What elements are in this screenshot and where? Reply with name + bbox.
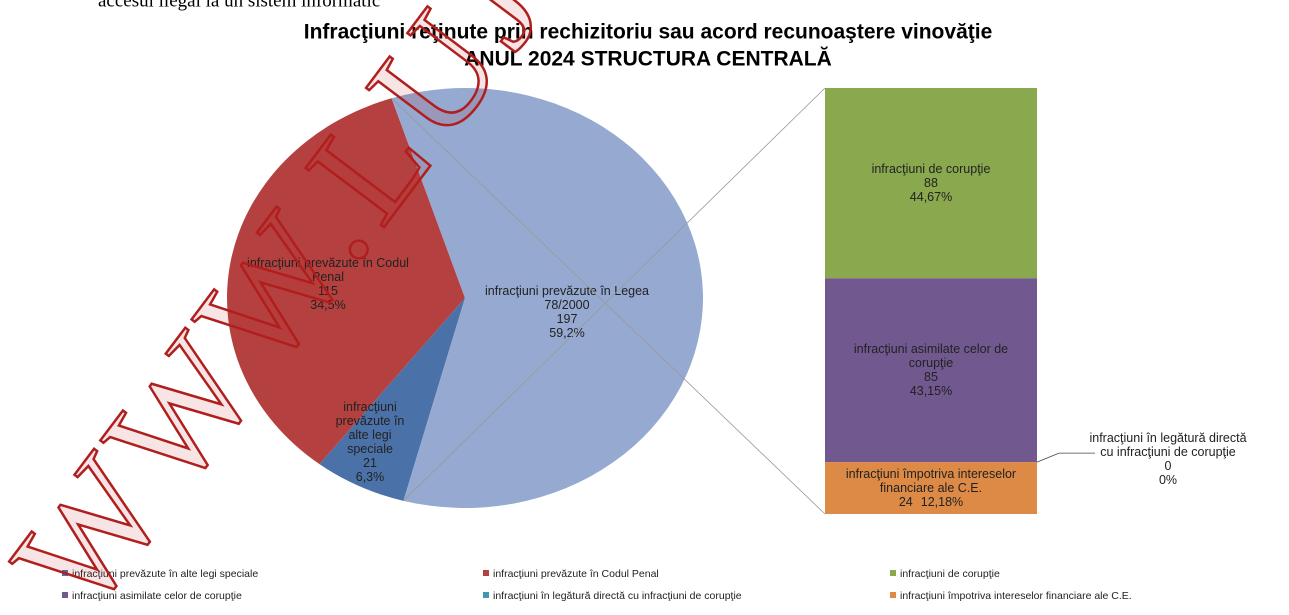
pie-data-label-text: 197: [557, 312, 578, 326]
bar-data-label-line: 24 12,18%: [899, 495, 963, 509]
bar-data-label-box: infracţiuni în legătură directă cu infra…: [1088, 399, 1248, 519]
legend-swatch: [890, 570, 896, 576]
bar-data-label-text: 12,18%: [921, 495, 963, 509]
legend-swatch: [483, 592, 489, 598]
legend-label: infracţiuni împotriva intereselor financ…: [900, 590, 1132, 602]
leader-line: [1037, 453, 1095, 462]
pie-data-label-text: infracţiuni prevăzute în alte legi speci…: [336, 400, 405, 456]
bar-data-label-text: infracţiuni în legătură directă cu infra…: [1089, 431, 1246, 459]
pie-data-label: infracţiuni prevăzute în Legea 78/200019…: [472, 252, 662, 372]
bar-data-label-text: infracţiuni de corupţie: [872, 162, 991, 176]
pie-data-label-line: infracţiuni prevăzute în Legea 78/2000: [472, 284, 662, 312]
legend-label: infracţiuni de corupţie: [900, 568, 1000, 580]
bar-data-label-text: infracţiuni asimilate celor de corupţie: [854, 342, 1008, 370]
bar-data-label-line: 44,67%: [910, 190, 952, 204]
bar-data-label-text: 85: [924, 370, 938, 384]
pie-data-label: infracţiuni prevăzute în alte legi speci…: [325, 382, 415, 502]
bar-data-label-line: 85: [924, 370, 938, 384]
legend-swatch: [890, 592, 896, 598]
pie-data-label-text: infracţiuni prevăzute în Legea 78/2000: [485, 284, 649, 312]
pie-data-label-line: 6,3%: [356, 470, 385, 484]
bar-data-label-line: infracţiuni împotriva intereselor financ…: [831, 467, 1031, 495]
chart: accesul ilegal la un sistem informatic I…: [0, 0, 1289, 610]
bar-data-label: infracţiuni împotriva intereselor financ…: [831, 428, 1031, 548]
bar-data-label: infracţiuni asimilate celor de corupţie8…: [846, 310, 1016, 430]
bar-data-label-line: 0: [1165, 459, 1172, 473]
bar-data-label-text: 43,15%: [910, 384, 952, 398]
legend-swatch: [483, 570, 489, 576]
page: accesul ilegal la un sistem informatic I…: [0, 0, 1289, 610]
bar-data-label: infracţiuni în legătură directă cu infra…: [1088, 399, 1248, 519]
legend-label: infracţiuni prevăzute în Codul Penal: [493, 568, 659, 580]
legend-label: infracţiuni în legătură directă cu infra…: [493, 590, 742, 602]
pie-data-label-line: 21: [363, 456, 377, 470]
bar-data-label-line: 88: [924, 176, 938, 190]
bar-data-label-line: infracţiuni în legătură directă cu infra…: [1088, 431, 1248, 459]
bar-data-label-line: infracţiuni de corupţie: [872, 162, 991, 176]
page-header-fragment: accesul ilegal la un sistem informatic: [98, 0, 380, 11]
pie-data-label-line: 197: [557, 312, 578, 326]
bar-data-label-text: 24: [899, 495, 913, 509]
bar-data-label-text: 0%: [1159, 473, 1177, 487]
pie-data-label-box: infracţiuni prevăzute în alte legi speci…: [325, 382, 415, 502]
bar-data-label-line: 43,15%: [910, 384, 952, 398]
bar-data-label-line: infracţiuni asimilate celor de corupţie: [846, 342, 1016, 370]
bar-data-label-box: infracţiuni împotriva intereselor financ…: [831, 428, 1031, 548]
pie-data-label-text: 6,3%: [356, 470, 385, 484]
pie-data-label-text: 21: [363, 456, 377, 470]
bar-data-label-text: 44,67%: [910, 190, 952, 204]
bar-data-label-text: 0: [1165, 459, 1172, 473]
bar-data-label-line: 0%: [1159, 473, 1177, 487]
pie-data-label-line: infracţiuni prevăzute în alte legi speci…: [325, 400, 415, 456]
bar-data-label-text: infracţiuni împotriva intereselor financ…: [846, 467, 1016, 495]
bar-data-label-text: 88: [924, 176, 938, 190]
